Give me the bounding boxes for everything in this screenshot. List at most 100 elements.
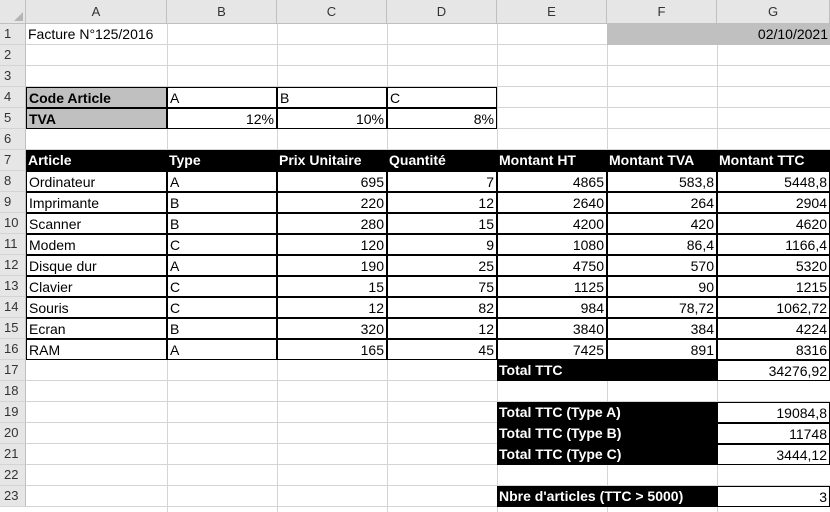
items-table-cell[interactable]: RAM: [26, 339, 167, 360]
items-header-cell[interactable]: Montant TTC: [717, 150, 830, 171]
items-table-cell[interactable]: B: [167, 318, 277, 339]
items-table-cell[interactable]: 384: [607, 318, 717, 339]
items-table-cell[interactable]: 75: [387, 276, 497, 297]
items-header-cell[interactable]: Quantité: [387, 150, 497, 171]
total-type-c-value[interactable]: 3444,12: [717, 444, 830, 465]
items-table-cell[interactable]: 86,4: [607, 234, 717, 255]
items-table-cell[interactable]: 570: [607, 255, 717, 276]
items-table-cell[interactable]: Disque dur: [26, 255, 167, 276]
total-type-a-label[interactable]: Total TTC (Type A): [497, 402, 717, 423]
vat-code-cell[interactable]: B: [277, 87, 387, 108]
vat-rate-cell[interactable]: 12%: [167, 108, 277, 129]
items-table-cell[interactable]: 891: [607, 339, 717, 360]
items-table-cell[interactable]: C: [167, 297, 277, 318]
items-table-cell[interactable]: 12: [387, 318, 497, 339]
items-table-cell[interactable]: Modem: [26, 234, 167, 255]
vat-rate-cell[interactable]: 8%: [387, 108, 497, 129]
row-header-17[interactable]: 17: [0, 360, 26, 381]
items-table-cell[interactable]: 1125: [497, 276, 607, 297]
items-table-cell[interactable]: 25: [387, 255, 497, 276]
row-header-3[interactable]: 3: [0, 66, 26, 87]
column-header-F[interactable]: F: [607, 0, 717, 24]
row-header-16[interactable]: 16: [0, 339, 26, 360]
items-table-cell[interactable]: 5448,8: [717, 171, 830, 192]
items-table-cell[interactable]: Scanner: [26, 213, 167, 234]
column-header-A[interactable]: A: [26, 0, 167, 24]
column-header-C[interactable]: C: [277, 0, 387, 24]
total-ttc-value[interactable]: 34276,92: [717, 360, 830, 381]
row-header-15[interactable]: 15: [0, 318, 26, 339]
vat-code-cell[interactable]: C: [387, 87, 497, 108]
items-table-cell[interactable]: 4620: [717, 213, 830, 234]
total-type-a-value[interactable]: 19084,8: [717, 402, 830, 423]
row-header-4[interactable]: 4: [0, 87, 26, 108]
items-table-cell[interactable]: 1062,72: [717, 297, 830, 318]
count-ttc-value[interactable]: 3: [717, 486, 830, 507]
items-table-cell[interactable]: 3840: [497, 318, 607, 339]
items-table-cell[interactable]: 4200: [497, 213, 607, 234]
row-header-10[interactable]: 10: [0, 213, 26, 234]
row-header-19[interactable]: 19: [0, 402, 26, 423]
items-table-cell[interactable]: 583,8: [607, 171, 717, 192]
items-table-cell[interactable]: 4750: [497, 255, 607, 276]
items-header-cell[interactable]: Montant TVA: [607, 150, 717, 171]
items-table-cell[interactable]: B: [167, 192, 277, 213]
row-header-8[interactable]: 8: [0, 171, 26, 192]
items-header-cell[interactable]: Article: [26, 150, 167, 171]
items-table-cell[interactable]: 264: [607, 192, 717, 213]
column-header-G[interactable]: G: [717, 0, 830, 24]
items-table-cell[interactable]: 165: [277, 339, 387, 360]
items-table-cell[interactable]: B: [167, 213, 277, 234]
items-table-cell[interactable]: 1215: [717, 276, 830, 297]
items-table-cell[interactable]: 82: [387, 297, 497, 318]
row-header-18[interactable]: 18: [0, 381, 26, 402]
items-table-cell[interactable]: A: [167, 339, 277, 360]
total-ttc-label[interactable]: Total TTC: [497, 360, 717, 381]
items-table-cell[interactable]: C: [167, 276, 277, 297]
row-header-6[interactable]: 6: [0, 129, 26, 150]
row-header-20[interactable]: 20: [0, 423, 26, 444]
items-table-cell[interactable]: 1080: [497, 234, 607, 255]
total-type-b-value[interactable]: 11748: [717, 423, 830, 444]
vat-label[interactable]: TVA: [26, 108, 167, 129]
items-table-cell[interactable]: Ecran: [26, 318, 167, 339]
row-header-21[interactable]: 21: [0, 444, 26, 465]
vat-code-cell[interactable]: A: [167, 87, 277, 108]
row-header-11[interactable]: 11: [0, 234, 26, 255]
column-header-D[interactable]: D: [387, 0, 497, 24]
items-table-cell[interactable]: Imprimante: [26, 192, 167, 213]
items-table-cell[interactable]: 220: [277, 192, 387, 213]
items-table-cell[interactable]: Ordinateur: [26, 171, 167, 192]
items-table-cell[interactable]: 320: [277, 318, 387, 339]
items-table-cell[interactable]: 12: [277, 297, 387, 318]
items-table-cell[interactable]: A: [167, 171, 277, 192]
row-header-13[interactable]: 13: [0, 276, 26, 297]
select-all-corner[interactable]: [0, 0, 26, 24]
items-table-cell[interactable]: 280: [277, 213, 387, 234]
row-header-7[interactable]: 7: [0, 150, 26, 171]
row-header-5[interactable]: 5: [0, 108, 26, 129]
items-table-cell[interactable]: 90: [607, 276, 717, 297]
vat-code-label[interactable]: Code Article: [26, 87, 167, 108]
items-header-cell[interactable]: Prix Unitaire: [277, 150, 387, 171]
items-table-cell[interactable]: 78,72: [607, 297, 717, 318]
items-table-cell[interactable]: 45: [387, 339, 497, 360]
items-table-cell[interactable]: Souris: [26, 297, 167, 318]
items-table-cell[interactable]: C: [167, 234, 277, 255]
row-header-22[interactable]: 22: [0, 465, 26, 486]
items-table-cell[interactable]: 12: [387, 192, 497, 213]
items-table-cell[interactable]: A: [167, 255, 277, 276]
items-table-cell[interactable]: 15: [387, 213, 497, 234]
row-header-9[interactable]: 9: [0, 192, 26, 213]
items-table-cell[interactable]: 190: [277, 255, 387, 276]
count-ttc-label[interactable]: Nbre d'articles (TTC > 5000): [497, 486, 717, 507]
items-table-cell[interactable]: 7: [387, 171, 497, 192]
items-table-cell[interactable]: 5320: [717, 255, 830, 276]
items-table-cell[interactable]: 8316: [717, 339, 830, 360]
row-header-23[interactable]: 23: [0, 486, 26, 507]
items-table-cell[interactable]: 2904: [717, 192, 830, 213]
items-table-cell[interactable]: 15: [277, 276, 387, 297]
row-header-1[interactable]: 1: [0, 24, 26, 45]
vat-rate-cell[interactable]: 10%: [277, 108, 387, 129]
items-header-cell[interactable]: Type: [167, 150, 277, 171]
